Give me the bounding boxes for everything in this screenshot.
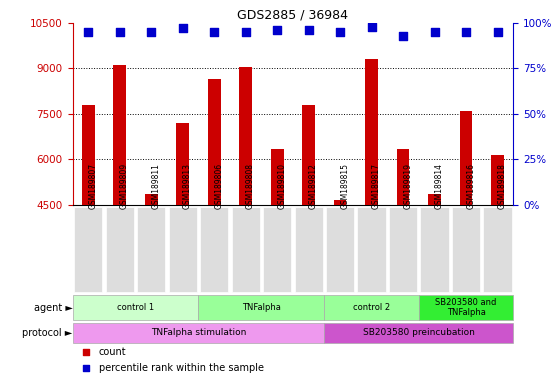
Bar — [271, 149, 283, 205]
Text: SB203580 preincubation: SB203580 preincubation — [363, 328, 475, 338]
Point — [430, 29, 439, 35]
Text: GSM189806: GSM189806 — [214, 163, 223, 209]
Text: agent ►: agent ► — [33, 303, 73, 313]
FancyBboxPatch shape — [105, 207, 134, 292]
Bar — [397, 149, 410, 205]
Text: GSM189808: GSM189808 — [246, 163, 254, 209]
Text: GSM189819: GSM189819 — [403, 163, 412, 209]
Text: GSM189814: GSM189814 — [435, 163, 444, 209]
Text: GSM189816: GSM189816 — [466, 163, 475, 209]
Bar — [176, 123, 189, 205]
Bar — [334, 200, 347, 205]
FancyBboxPatch shape — [137, 207, 165, 292]
Text: control 2: control 2 — [353, 303, 390, 312]
Text: GSM189812: GSM189812 — [309, 163, 318, 209]
FancyBboxPatch shape — [199, 295, 324, 320]
Text: GSM189809: GSM189809 — [120, 163, 129, 209]
Point — [81, 365, 90, 371]
Point — [81, 349, 90, 355]
FancyBboxPatch shape — [73, 295, 199, 320]
Text: GSM189810: GSM189810 — [277, 163, 286, 209]
Point — [116, 29, 124, 35]
FancyBboxPatch shape — [324, 323, 513, 343]
Point — [210, 29, 219, 35]
Text: control 1: control 1 — [117, 303, 154, 312]
FancyBboxPatch shape — [419, 295, 513, 320]
Bar — [239, 67, 252, 205]
Text: GSM189807: GSM189807 — [88, 163, 97, 209]
FancyBboxPatch shape — [421, 207, 449, 292]
Bar — [113, 65, 126, 205]
FancyBboxPatch shape — [326, 207, 354, 292]
FancyBboxPatch shape — [73, 323, 324, 343]
Point — [461, 29, 470, 35]
Text: GSM189818: GSM189818 — [498, 163, 507, 209]
FancyBboxPatch shape — [389, 207, 417, 292]
Text: GSM189817: GSM189817 — [372, 163, 381, 209]
Text: TNFalpha stimulation: TNFalpha stimulation — [151, 328, 246, 338]
Point — [241, 29, 250, 35]
Bar — [365, 60, 378, 205]
Text: count: count — [99, 347, 127, 357]
FancyBboxPatch shape — [200, 207, 228, 292]
FancyBboxPatch shape — [74, 207, 103, 292]
Text: percentile rank within the sample: percentile rank within the sample — [99, 363, 264, 373]
FancyBboxPatch shape — [324, 295, 419, 320]
Text: SB203580 and
TNFalpha: SB203580 and TNFalpha — [435, 298, 497, 318]
FancyBboxPatch shape — [483, 207, 512, 292]
FancyBboxPatch shape — [358, 207, 386, 292]
Text: protocol ►: protocol ► — [22, 328, 73, 338]
FancyBboxPatch shape — [263, 207, 291, 292]
Bar — [429, 194, 441, 205]
Bar — [82, 105, 95, 205]
Bar — [492, 155, 504, 205]
Point — [273, 27, 282, 33]
Point — [493, 29, 502, 35]
Point — [179, 25, 187, 31]
Point — [336, 29, 345, 35]
Point — [398, 33, 407, 39]
FancyBboxPatch shape — [295, 207, 323, 292]
Text: GSM189813: GSM189813 — [183, 163, 192, 209]
Title: GDS2885 / 36984: GDS2885 / 36984 — [238, 9, 348, 22]
Point — [304, 27, 313, 33]
FancyBboxPatch shape — [452, 207, 480, 292]
Text: TNFalpha: TNFalpha — [242, 303, 281, 312]
Text: GSM189811: GSM189811 — [151, 163, 160, 209]
Bar — [208, 79, 220, 205]
Point — [367, 23, 376, 30]
FancyBboxPatch shape — [169, 207, 197, 292]
Text: GSM189815: GSM189815 — [340, 163, 349, 209]
Bar — [145, 194, 157, 205]
Bar — [302, 105, 315, 205]
Point — [84, 29, 93, 35]
Bar — [460, 111, 473, 205]
Point — [147, 29, 156, 35]
FancyBboxPatch shape — [232, 207, 260, 292]
